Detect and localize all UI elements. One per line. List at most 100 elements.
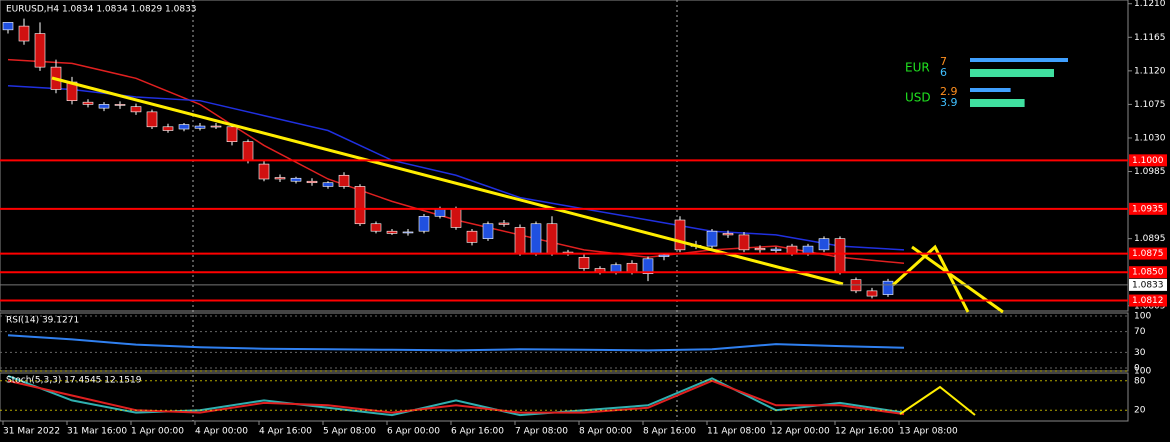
strength-value: 3.9 xyxy=(940,96,958,109)
candle-body xyxy=(274,177,286,180)
stoch-line xyxy=(7,379,905,416)
candle-body xyxy=(402,231,414,234)
rsi-tick-label: 30 xyxy=(1134,348,1146,358)
x-tick-label: 31 Mar 2022 xyxy=(3,427,60,437)
rsi-panel xyxy=(0,312,1129,372)
candle-body xyxy=(82,101,94,105)
level-label: 1.0935 xyxy=(1132,204,1164,214)
candle-body xyxy=(162,126,174,131)
forecast-arrow xyxy=(911,245,1004,314)
x-tick-label: 11 Apr 08:00 xyxy=(707,427,766,437)
y-tick-label: 1.1120 xyxy=(1134,66,1166,76)
candle-body xyxy=(178,124,190,130)
level-label: 1.1000 xyxy=(1132,156,1164,166)
candle-body xyxy=(354,186,366,225)
indicator-line xyxy=(7,58,905,265)
level-tag xyxy=(1129,266,1167,279)
candle-body xyxy=(786,245,798,254)
x-tick-label: 12 Apr 00:00 xyxy=(771,427,830,437)
candle-body xyxy=(674,219,686,251)
candle-body xyxy=(338,174,350,187)
x-tick-label: 31 Mar 16:00 xyxy=(67,427,127,437)
candle-body xyxy=(818,238,830,251)
stoch-title: Stoch(5,3,3) 17.4545 12.1519 xyxy=(6,376,142,386)
current-label: 1.0833 xyxy=(1132,280,1164,290)
candle-body xyxy=(130,106,142,113)
rsi-tick-label: 70 xyxy=(1134,327,1146,337)
candle-body xyxy=(466,230,478,243)
candle-body xyxy=(498,222,510,225)
x-tick-label: 13 Apr 08:00 xyxy=(899,427,958,437)
x-tick-label: 7 Apr 08:00 xyxy=(515,427,568,437)
candle-body xyxy=(146,111,158,128)
y-tick-label: 1.1030 xyxy=(1134,133,1166,143)
strength-bar xyxy=(970,99,1025,107)
x-tick-label: 8 Apr 16:00 xyxy=(643,427,696,437)
x-tick-label: 5 Apr 08:00 xyxy=(323,427,376,437)
y-tick-label: 1.1210 xyxy=(1134,0,1166,9)
annotations xyxy=(51,76,1004,416)
stoch-line xyxy=(7,374,905,417)
y-tick-label: 1.1165 xyxy=(1134,33,1166,43)
candle-body xyxy=(98,104,110,109)
x-tick-label: 12 Apr 16:00 xyxy=(835,427,894,437)
candle-body xyxy=(418,215,430,232)
stoch-tick-label: 20 xyxy=(1134,406,1146,416)
level-tag xyxy=(1129,294,1167,307)
strength-value: 2.9 xyxy=(940,85,958,98)
candle-body xyxy=(258,163,270,180)
candle-body xyxy=(546,223,558,254)
marks xyxy=(2,18,905,417)
candle-body xyxy=(450,208,462,228)
candle-body xyxy=(322,182,334,187)
chart-title: EURUSD,H4 1.0834 1.0834 1.0829 1.0833 xyxy=(6,5,197,15)
candle-body xyxy=(642,258,654,275)
x-tick-label: 4 Apr 00:00 xyxy=(195,427,248,437)
candle-body xyxy=(802,245,814,254)
candle-body xyxy=(610,264,622,273)
level-tag xyxy=(1129,154,1167,167)
x-tick-label: 4 Apr 16:00 xyxy=(259,427,312,437)
y-tick-label: 1.0985 xyxy=(1134,167,1166,177)
strength-bar xyxy=(970,69,1054,77)
candle-body xyxy=(530,223,542,254)
candle-body xyxy=(226,126,238,143)
indicator-line xyxy=(7,85,905,251)
candle-body xyxy=(722,233,734,236)
candle-body xyxy=(2,22,14,31)
candle-body xyxy=(882,280,894,295)
candle-body xyxy=(290,177,302,182)
level-label: 1.0812 xyxy=(1132,296,1164,306)
strength-bar xyxy=(970,88,1011,92)
candle-body xyxy=(242,141,254,161)
currency-name: USD xyxy=(905,91,931,105)
candle-body xyxy=(210,125,222,128)
candle-body xyxy=(578,257,590,269)
y-tick-label: 1.0895 xyxy=(1134,234,1166,244)
candle-body xyxy=(866,290,878,297)
rsi-tick-label: 0 xyxy=(1134,364,1140,374)
y-tick-label: 1.1075 xyxy=(1134,100,1166,110)
candle-body xyxy=(834,238,846,273)
candle-body xyxy=(706,230,718,247)
rsi-tick-label: 100 xyxy=(1134,312,1151,322)
candle-body xyxy=(114,104,126,106)
x-tick-label: 1 Apr 00:00 xyxy=(131,427,184,437)
main-panel xyxy=(0,0,1129,312)
trend-line xyxy=(51,76,844,286)
strength-value: 7 xyxy=(940,55,947,68)
stoch-tick-label: 80 xyxy=(1134,376,1146,386)
level-label: 1.0850 xyxy=(1132,268,1164,278)
candle-body xyxy=(770,248,782,251)
candle-body xyxy=(482,223,494,239)
candle-body xyxy=(754,248,766,251)
x-tick-label: 6 Apr 00:00 xyxy=(387,427,440,437)
candle-body xyxy=(738,234,750,251)
candle-body xyxy=(34,33,46,68)
level-label: 1.0875 xyxy=(1132,249,1164,259)
candle-body xyxy=(626,262,638,273)
candle-body xyxy=(434,208,446,217)
current-tag xyxy=(1129,278,1167,291)
stoch-tick-label: 100 xyxy=(1134,367,1151,377)
candle-body xyxy=(514,227,526,254)
